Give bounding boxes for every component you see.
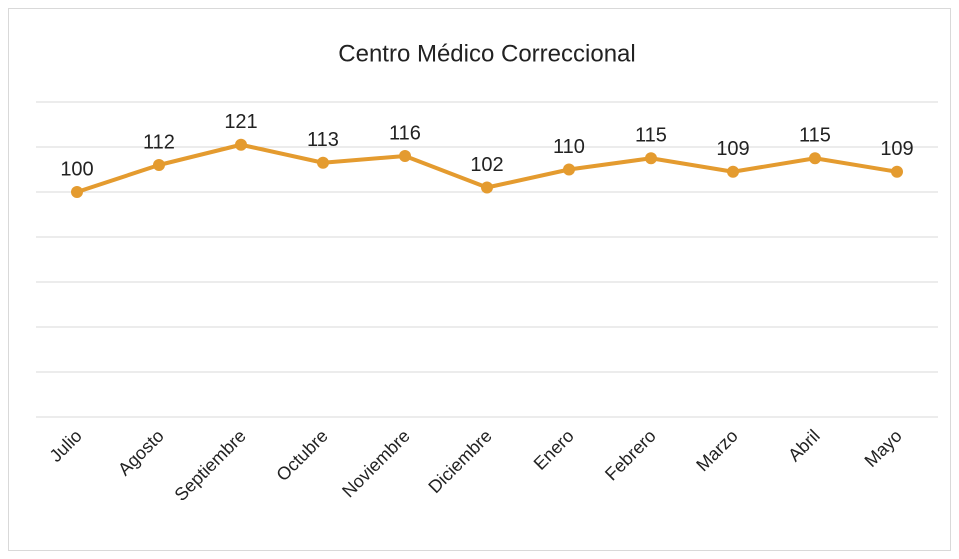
data-label: 115 xyxy=(799,125,831,147)
point xyxy=(645,152,657,165)
data-label: 121 xyxy=(224,111,257,133)
point xyxy=(891,165,903,178)
data-label: 109 xyxy=(880,138,913,160)
point xyxy=(399,150,411,162)
data-label: 116 xyxy=(389,122,421,144)
point xyxy=(235,138,247,151)
point xyxy=(71,186,83,198)
data-label: 102 xyxy=(470,154,503,176)
chart-border xyxy=(8,8,951,551)
point xyxy=(727,165,739,178)
data-label: 115 xyxy=(635,125,667,147)
data-label: 100 xyxy=(60,158,93,180)
point xyxy=(481,181,493,194)
point xyxy=(809,152,821,165)
chart-title: Centro Médico Correccional xyxy=(338,40,635,67)
point xyxy=(153,159,165,171)
data-label: 110 xyxy=(553,136,585,158)
data-label: 112 xyxy=(143,131,175,153)
point xyxy=(317,156,329,169)
data-label: 113 xyxy=(307,129,339,151)
point xyxy=(563,163,575,176)
data-label: 109 xyxy=(716,138,749,160)
